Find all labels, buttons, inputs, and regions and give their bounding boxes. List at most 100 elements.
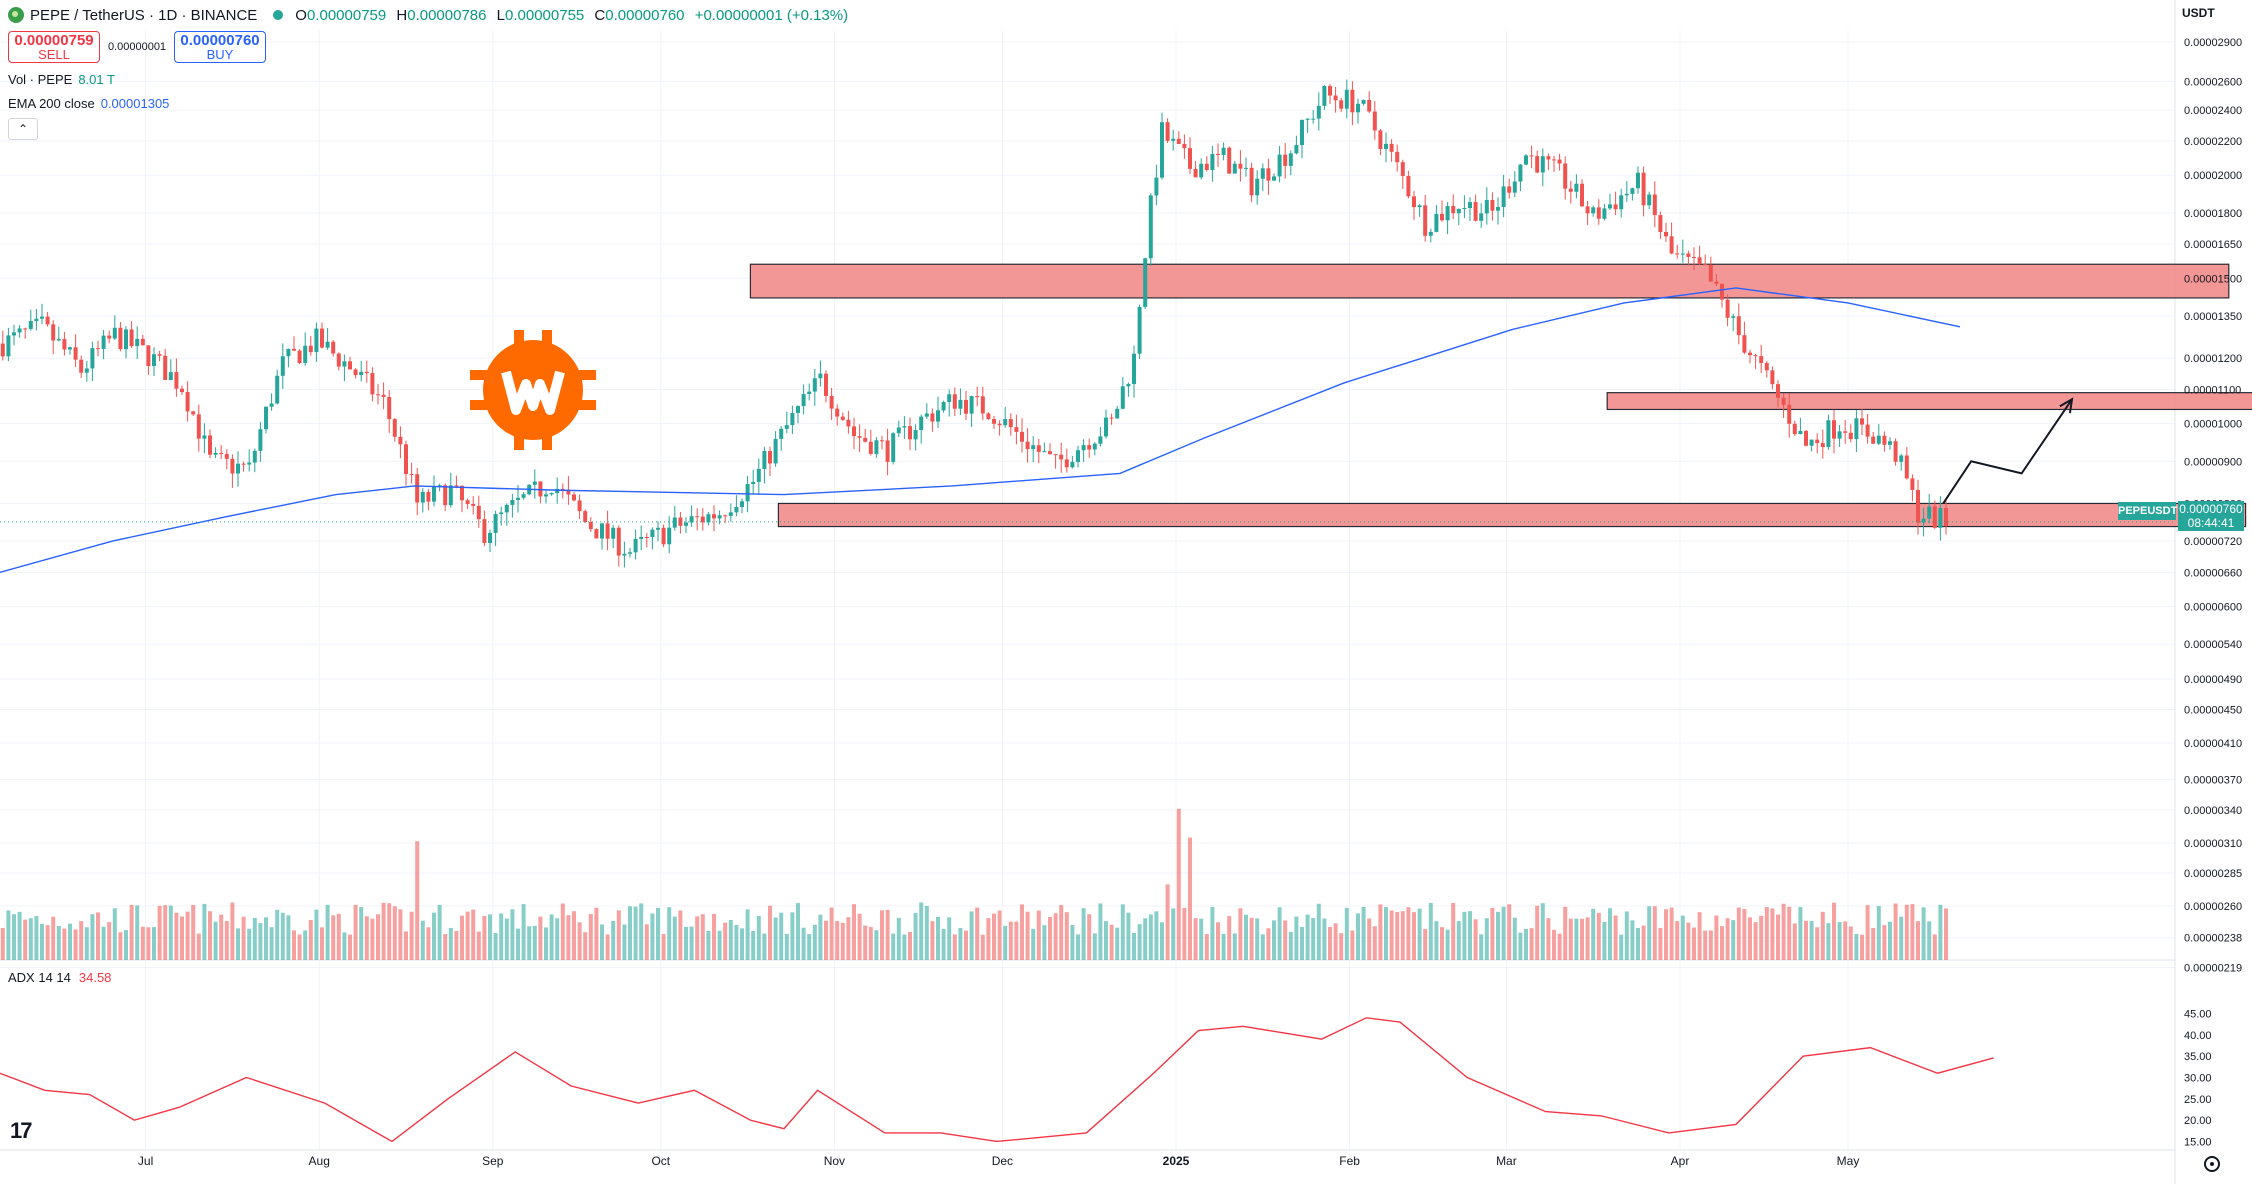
- buy-button[interactable]: 0.00000760 BUY: [174, 31, 266, 63]
- tradingview-logo-icon[interactable]: 17: [10, 1118, 33, 1143]
- volume-bar: [661, 934, 666, 960]
- volume-bar: [1692, 927, 1696, 960]
- volume-bar: [112, 908, 117, 960]
- candle-body: [101, 335, 106, 349]
- price-tick-label: 0.00000490: [2184, 674, 2242, 686]
- price-unit-label[interactable]: USDT: [2182, 6, 2215, 20]
- collapse-chevron-icon[interactable]: ⌃: [8, 118, 38, 140]
- candle-body: [1552, 159, 1556, 161]
- candle-body: [852, 426, 856, 437]
- volume-bar: [1428, 902, 1433, 960]
- candle-body: [1843, 431, 1848, 433]
- candle-body: [68, 347, 72, 350]
- volume-bar: [1087, 914, 1092, 960]
- candle-body: [448, 485, 453, 506]
- volume-bar: [762, 933, 767, 960]
- volume-bar: [997, 910, 1002, 960]
- candle-body: [992, 419, 996, 424]
- price-tick-label: 0.00001350: [2184, 311, 2242, 323]
- candle-body: [1070, 461, 1075, 468]
- volume-bar: [521, 904, 526, 960]
- candle-body: [381, 394, 386, 397]
- volume-bar: [1574, 918, 1579, 960]
- volume-bar: [913, 912, 918, 960]
- candle-body: [398, 436, 403, 445]
- candle-body: [454, 485, 459, 487]
- volume-bar: [644, 924, 649, 960]
- candle-body: [863, 437, 868, 442]
- candle-body: [1742, 335, 1747, 353]
- volume-bar: [476, 931, 481, 960]
- projection-path: [1942, 398, 2073, 504]
- volume-bar: [1260, 934, 1265, 960]
- volume-bar: [1753, 922, 1758, 960]
- candle-body: [555, 488, 560, 494]
- volume-bar: [135, 905, 140, 960]
- volume-bar: [1204, 934, 1209, 960]
- volume-bar: [1860, 934, 1864, 960]
- candle-body: [801, 394, 806, 407]
- candle-body: [796, 406, 800, 413]
- candle-body: [588, 521, 593, 530]
- volume-bar: [62, 928, 67, 960]
- volume-bar: [824, 920, 828, 960]
- volume-bar: [768, 905, 772, 960]
- symbol-title[interactable]: PEPE / TetherUS · 1D · BINANCE: [30, 6, 258, 24]
- candle-body: [23, 328, 28, 330]
- volume-bar: [717, 930, 722, 960]
- volume-bar: [549, 914, 554, 960]
- candle-body: [1434, 213, 1439, 232]
- candle-body: [549, 493, 554, 495]
- volume-bar: [1255, 918, 1260, 960]
- volume-bar: [73, 929, 78, 960]
- candle-body: [1641, 172, 1646, 206]
- volume-bar: [1731, 920, 1736, 960]
- candle-body: [286, 348, 291, 357]
- volume-bar: [1176, 808, 1181, 960]
- volume-bar: [1148, 914, 1153, 960]
- volume-bar: [1501, 906, 1506, 960]
- settings-gear-icon[interactable]: [2204, 1156, 2220, 1172]
- price-tick-label: 0.00000900: [2184, 456, 2242, 468]
- watermark-logo-icon: [470, 330, 596, 450]
- candle-body: [1708, 265, 1713, 282]
- candle-body: [1305, 118, 1310, 120]
- candle-body: [1865, 424, 1870, 437]
- volume-bar: [348, 934, 352, 960]
- candle-body: [1826, 420, 1831, 448]
- candle-body: [1585, 206, 1590, 214]
- candle-body: [415, 474, 420, 503]
- volume-bar: [1921, 907, 1926, 960]
- volume-bar: [1120, 904, 1125, 960]
- ema-legend[interactable]: EMA 200 close 0.00001305: [8, 96, 170, 111]
- sell-button[interactable]: 0.00000759 SELL: [8, 31, 100, 63]
- volume-bar: [784, 933, 789, 960]
- volume-bar: [1020, 904, 1024, 960]
- candle-body: [1423, 205, 1428, 236]
- symbol-header[interactable]: PEPE / TetherUS · 1D · BINANCE O0.000007…: [0, 0, 848, 30]
- volume-bar: [1272, 920, 1276, 960]
- price-tick-label: 0.00001100: [2184, 384, 2241, 396]
- volume-bar: [958, 927, 963, 960]
- candle-body: [1636, 172, 1640, 189]
- volume-bar: [801, 927, 806, 960]
- volume-bar: [124, 930, 128, 960]
- adx-legend[interactable]: ADX 14 14 34.58: [8, 970, 112, 985]
- volume-bar: [1081, 908, 1086, 960]
- candle-body: [1703, 264, 1708, 266]
- volume-legend[interactable]: Vol · PEPE 8.01 T: [8, 72, 115, 87]
- volume-bar: [1826, 923, 1831, 960]
- candle-body: [1546, 156, 1551, 160]
- candle-body: [717, 515, 722, 519]
- candle-body: [12, 332, 16, 336]
- candle-body: [689, 516, 694, 523]
- candle-body: [1132, 353, 1136, 384]
- candle-body: [1092, 443, 1097, 450]
- candle-body: [997, 423, 1002, 426]
- volume-bar: [1025, 911, 1030, 960]
- price-tick-label: 0.00002900: [2184, 37, 2242, 49]
- candle-body: [1664, 231, 1668, 237]
- volume-bar: [532, 925, 537, 960]
- candle-body: [236, 463, 240, 474]
